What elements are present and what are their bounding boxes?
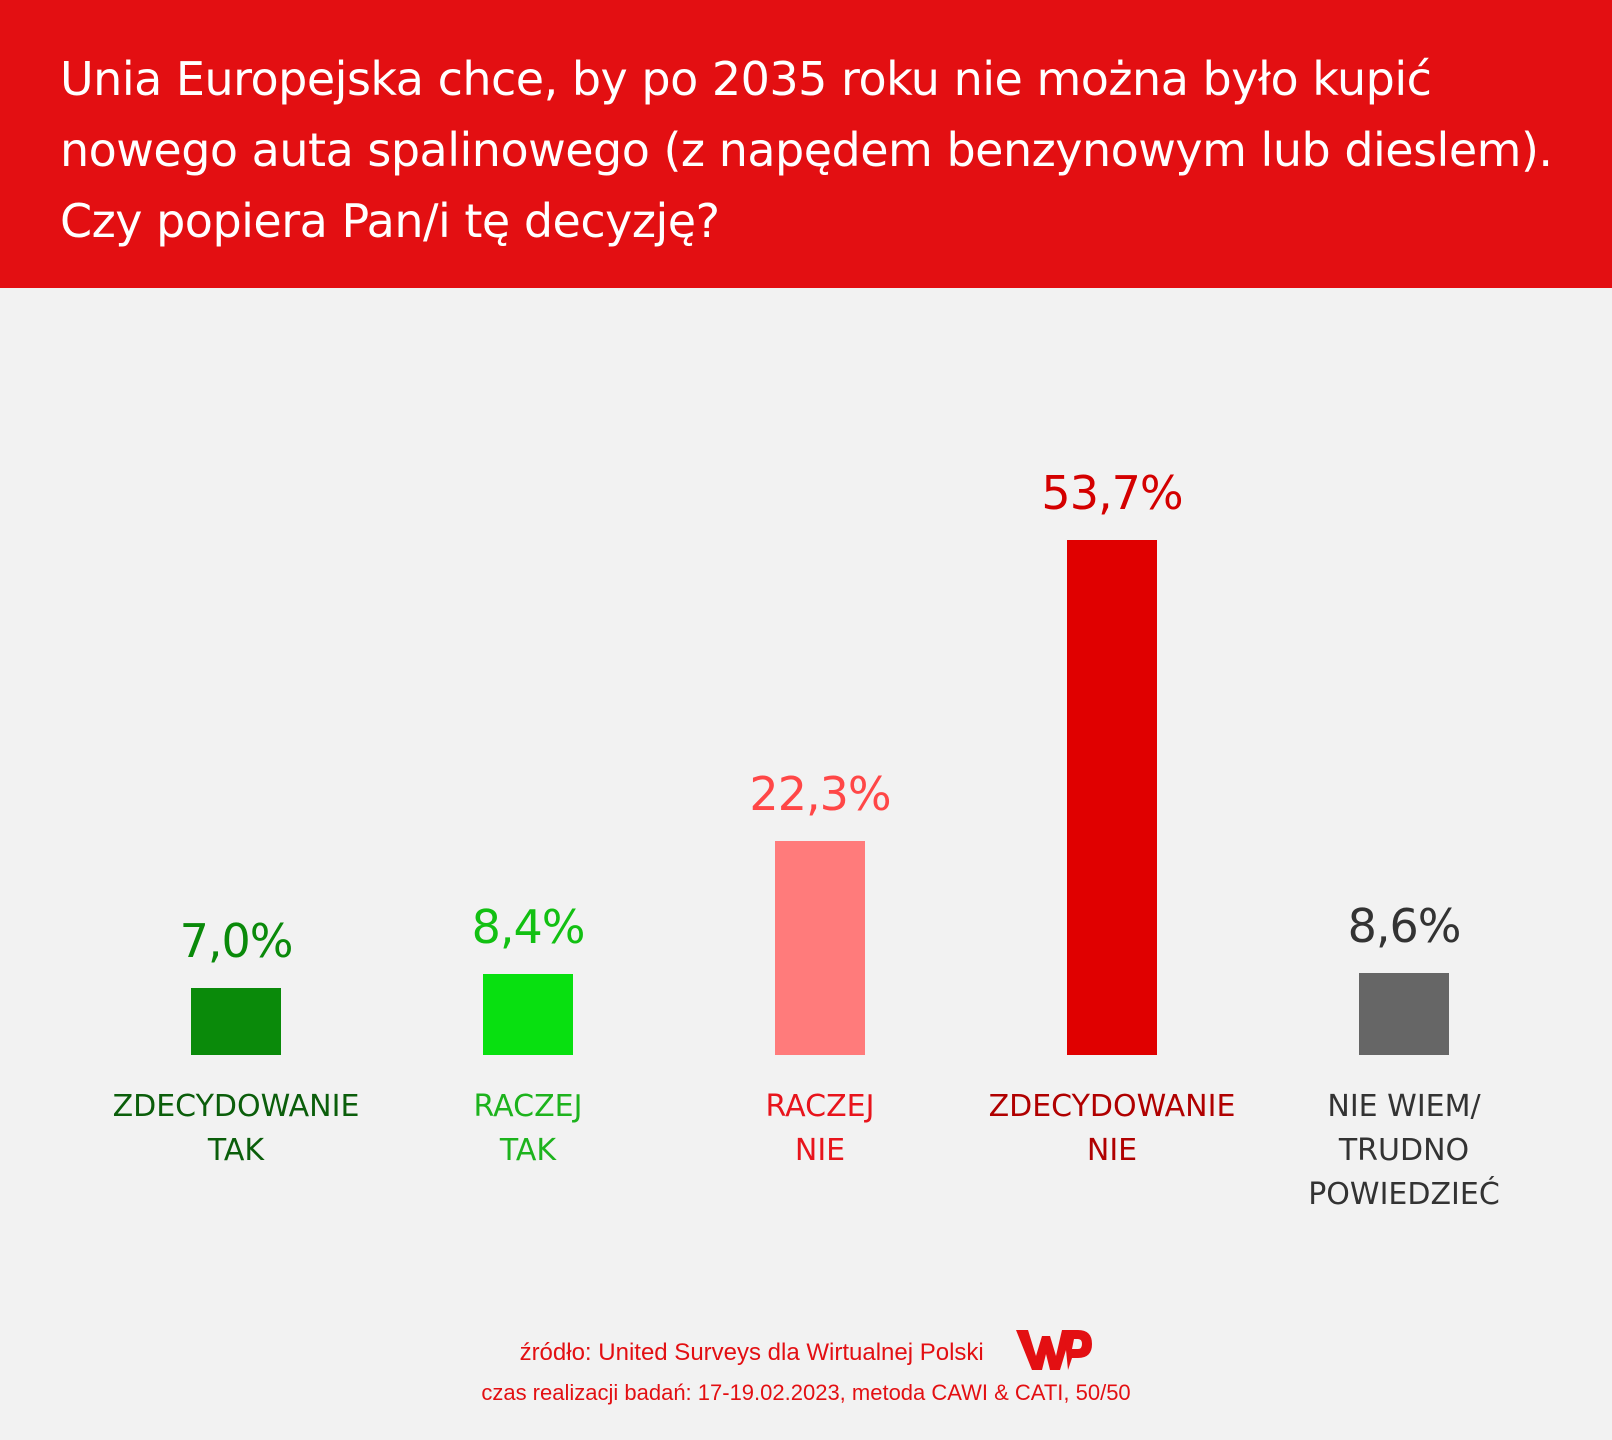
bar	[775, 841, 865, 1055]
category-label-line: TRUDNO	[1338, 1133, 1470, 1168]
bar	[191, 987, 281, 1055]
category-label-line: POWIEDZIEĆ	[1308, 1177, 1500, 1212]
category-label-line: NIE WIEM/	[1327, 1089, 1481, 1124]
value-label: 8,4%	[471, 900, 586, 955]
chart-title: Unia Europejska chce, by po 2035 roku ni…	[60, 52, 1553, 248]
category-label: NIE WIEM/TRUDNO POWIEDZIEĆ	[1254, 1085, 1554, 1217]
category-label-line: NIE	[794, 1133, 846, 1168]
bar	[1359, 972, 1449, 1055]
category-label: ZDECYDOWANIE TAK	[86, 1085, 386, 1173]
category-label-line: ZDECYDOWANIE	[112, 1089, 360, 1124]
bar-chart: 7,0% ZDECYDOWANIE TAK 8,4% RACZEJ TAK 22,3% RAC…	[0, 288, 1612, 1288]
method-line: czas realizacji badań: 17-19.02.2023, me…	[481, 1380, 1131, 1405]
category-label-line: RACZEJ	[765, 1089, 875, 1124]
category-label-line: RACZEJ	[473, 1089, 583, 1124]
source-text: źródło: United Surveys dla Wirtualnej Po…	[519, 1338, 984, 1366]
category-label: RACZEJ TAK	[378, 1085, 678, 1173]
category-label-line: TAK	[207, 1133, 265, 1168]
bar	[483, 974, 573, 1055]
source-line: źródło: United Surveys dla Wirtualnej Po…	[0, 1326, 1612, 1379]
value-label: 8,6%	[1347, 898, 1462, 953]
header-banner: Unia Europejska chce, by po 2035 roku ni…	[0, 0, 1612, 288]
value-label: 22,3%	[749, 767, 891, 822]
category-label: ZDECYDOWANIE NIE	[962, 1085, 1262, 1173]
value-label: 53,7%	[1041, 466, 1183, 521]
value-label: 7,0%	[179, 913, 294, 968]
category-label: RACZEJ NIE	[670, 1085, 970, 1173]
wp-logo	[1014, 1326, 1093, 1379]
bar	[1067, 540, 1157, 1055]
category-label-line: NIE	[1086, 1133, 1138, 1168]
category-label-line: TAK	[499, 1133, 557, 1168]
category-label-line: ZDECYDOWANIE	[988, 1089, 1236, 1124]
